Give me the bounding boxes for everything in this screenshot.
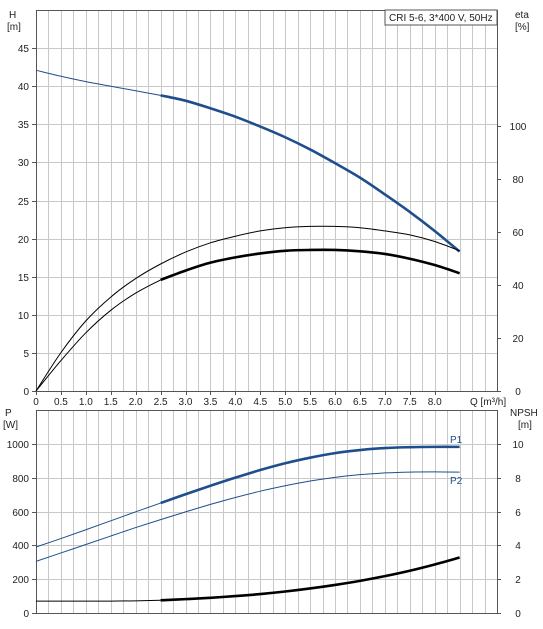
x-tick-label: 0: [33, 397, 39, 408]
top-series-0-line-thin: [35, 69, 161, 96]
bottom-right-tick-label: 4: [515, 541, 521, 552]
top-series-0-line-bold: [160, 94, 461, 253]
top-left-tick-label: 0: [23, 387, 29, 398]
bottom-left-tick-label: 400: [12, 541, 29, 552]
bottom-right-tick-label: 6: [515, 508, 521, 519]
top-left-tick-label: 25: [18, 197, 30, 208]
bottom-left-tick-label: 0: [23, 609, 29, 620]
top-left-tick-label: 10: [18, 311, 30, 322]
x-tick-label: 0.5: [54, 397, 68, 408]
x-tick-label: 5.0: [278, 397, 292, 408]
x-tick-label: 2.5: [154, 397, 168, 408]
top-chart-grid: 0 5 10 15 20 25 30 35 40 45 0 20 40 60 80 100 0 0.5 1.0 1.5…: [18, 10, 527, 408]
x-tick-label: 6.5: [353, 397, 367, 408]
top-left-tick-label: 35: [18, 120, 30, 131]
bottom-series-2-line-bold: [160, 556, 460, 602]
top-series-2-line-bold: [160, 248, 461, 282]
bottom-left-tick-label: 1000: [7, 440, 30, 451]
series-label-p2: P2: [450, 476, 463, 487]
top-left-tick-label: 5: [23, 349, 29, 360]
bottom-series-p1-line-bold: [160, 445, 460, 505]
top-right-tick-label: 40: [512, 281, 524, 292]
x-tick-label: 4.5: [253, 397, 267, 408]
top-x-axis-label: Q [m³/h]: [470, 397, 506, 408]
top-left-tick-label: 45: [18, 44, 30, 55]
bottom-right-axis-unit: [m]: [518, 420, 532, 431]
top-right-axis-label: eta: [515, 10, 529, 21]
bottom-series-p1-line-thin: [35, 502, 161, 548]
x-tick-label: 4.0: [228, 397, 242, 408]
bottom-chart-grid: 0 200 400 600 800 1000 0 2 4 6 8 10: [7, 410, 524, 620]
top-left-axis-label: H: [9, 10, 16, 21]
bottom-right-tick-label: 2: [515, 575, 521, 586]
top-right-tick-label: 20: [512, 334, 524, 345]
top-left-tick-label: 15: [18, 273, 30, 284]
bottom-left-tick-label: 600: [12, 508, 29, 519]
x-tick-label: 3.5: [203, 397, 217, 408]
bottom-left-tick-label: 800: [12, 474, 29, 485]
top-left-tick-label: 40: [18, 82, 30, 93]
top-right-tick-label: 100: [510, 122, 527, 133]
top-plot-frame: [36, 10, 498, 392]
top-right-tick-label: 0: [515, 387, 521, 398]
top-right-tick-label: 80: [512, 175, 524, 186]
x-tick-label: 1.0: [79, 397, 93, 408]
top-left-tick-label: 20: [18, 235, 30, 246]
top-left-axis-unit: [m]: [7, 22, 21, 33]
x-tick-label: 5.5: [303, 397, 317, 408]
bottom-chart-series: [35, 445, 460, 602]
bottom-right-tick-label: 10: [512, 440, 524, 451]
bottom-left-tick-label: 200: [12, 575, 29, 586]
x-tick-label: 1.5: [104, 397, 118, 408]
x-tick-label: 8.0: [428, 397, 442, 408]
top-left-tick-label: 30: [18, 158, 30, 169]
series-label-p1: P1: [450, 435, 463, 446]
top-right-axis-unit: [%]: [515, 22, 530, 33]
axis-labels: H [m] eta [%] Q [m³/h] P [W] NPSH [m] P1…: [3, 10, 538, 487]
bottom-series-2-line-thin: [36, 599, 161, 602]
top-series-2-line-thin: [35, 279, 161, 392]
top-chart-series: [35, 69, 461, 392]
x-tick-label: 6.0: [328, 397, 342, 408]
bottom-left-axis-unit: [W]: [3, 420, 18, 431]
bottom-series-p2-line: [35, 471, 460, 562]
legend-box: CRI 5-6, 3*400 V, 50Hz: [384, 9, 498, 26]
bottom-left-axis-label: P: [5, 408, 12, 419]
legend-box-text: CRI 5-6, 3*400 V, 50Hz: [389, 13, 493, 24]
x-tick-label: 7.0: [378, 397, 392, 408]
x-tick-label: 2.0: [129, 397, 143, 408]
bottom-right-tick-label: 0: [515, 609, 521, 620]
bottom-right-axis-label: NPSH: [510, 408, 538, 419]
x-tick-label: 7.5: [403, 397, 417, 408]
x-tick-label: 3.0: [179, 397, 193, 408]
top-right-tick-label: 60: [512, 228, 524, 239]
bottom-right-tick-label: 8: [515, 474, 521, 485]
top-series-1-line: [35, 225, 460, 392]
